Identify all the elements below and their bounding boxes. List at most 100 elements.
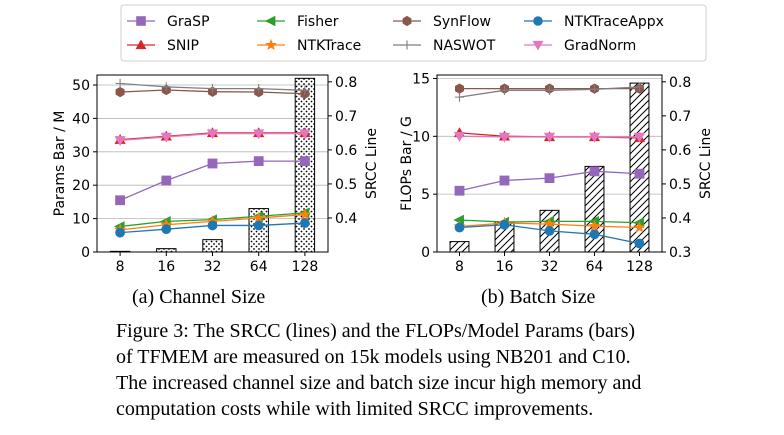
point-ntktrace — [298, 208, 311, 220]
legend-marker-naswot — [402, 40, 412, 50]
point-ntktrace — [252, 211, 265, 224]
legend-label-synflow: SynFlow — [433, 14, 491, 30]
y-tick-label-right: 0.7 — [669, 109, 691, 125]
point-ntktraceappx — [299, 218, 310, 228]
y-tick-label-right: 0.7 — [335, 109, 357, 125]
x-tick-label: 8 — [116, 259, 125, 275]
y-tick-label-left: 5 — [421, 187, 430, 203]
point-grasp — [115, 195, 125, 206]
y-tick-label-right: 0.3 — [669, 245, 691, 261]
legend-marker-fisher — [264, 15, 276, 27]
point-grasp — [544, 173, 555, 184]
y-tick-label-left: 50 — [72, 78, 90, 94]
figure-caption: Figure 3: The SRCC (lines) and the FLOPs… — [116, 318, 784, 422]
x-tick-label: 64 — [586, 259, 604, 275]
y-tick-label-left: 10 — [412, 129, 430, 145]
legend-marker-snip — [135, 39, 147, 50]
caption-line: computation costs while with limited SRC… — [116, 398, 594, 420]
point-gradnorm — [299, 129, 311, 140]
subcaption-b: (b) Batch Size — [481, 286, 596, 308]
caption-line: Figure 3: The SRCC (lines) and the FLOPs… — [116, 320, 636, 342]
point-ntktraceappx — [589, 229, 600, 240]
y-tick-label-right: 0.6 — [669, 143, 691, 159]
y-tick-label-left: 10 — [72, 212, 90, 228]
y-tick-label-left: 0 — [421, 245, 430, 261]
legend-marker-grasp — [136, 16, 146, 26]
point-ntktrace — [588, 219, 601, 232]
point-ntktraceappx — [544, 225, 555, 236]
y-tick-label-left: 30 — [72, 145, 90, 161]
panel-b-chart: 8 16 32 64 128 0 5 10 15 0.3 0.4 0.5 0.6 0.7 0.8 FLOPs … — [399, 71, 714, 275]
x-tick-label: 8 — [455, 259, 464, 275]
point-ntktraceappx — [634, 238, 645, 249]
point-grasp — [499, 175, 510, 186]
y-tick-label-right: 0.8 — [669, 75, 691, 91]
point-naswot — [499, 85, 510, 95]
legend-marker-ntktrace — [265, 38, 277, 51]
point-gradnorm — [633, 132, 646, 143]
x-tick-label: 128 — [626, 259, 653, 275]
x-tick-label: 64 — [250, 259, 268, 275]
panel-a-chart: 8 16 32 64 128 0 10 20 30 40 50 0.4 0.5 0.6 0.7 0.8 Para… — [52, 74, 380, 275]
y-tick-label-right: 0.8 — [335, 75, 357, 91]
y-tick-label-right: 0.4 — [669, 211, 691, 227]
point-ntktraceappx — [207, 220, 218, 231]
point-naswot — [207, 84, 218, 94]
point-gradnorm — [206, 129, 219, 140]
y-axis-label-left: FLOPs Bar / G — [399, 116, 415, 211]
point-grasp — [589, 166, 600, 177]
caption-line: The increased channel size and batch siz… — [116, 372, 642, 394]
point-naswot — [544, 85, 555, 95]
y-axis-label-left: Params Bar / M — [52, 111, 68, 217]
y-tick-label-right: 0.4 — [335, 211, 357, 227]
bar — [156, 248, 177, 253]
legend-label-grasp: GraSP — [167, 14, 210, 30]
point-ntktrace — [633, 221, 646, 233]
point-grasp — [253, 156, 264, 167]
y-tick-label-left: 0 — [81, 245, 90, 261]
y-tick-label-left: 15 — [412, 71, 430, 87]
point-naswot — [634, 82, 645, 92]
x-tick-label: 16 — [157, 259, 175, 275]
point-naswot — [115, 78, 125, 89]
legend-label-ntktraceappx: NTKTraceAppx — [564, 14, 664, 30]
x-tick-label: 16 — [496, 259, 514, 275]
y-tick-label-right: 0.5 — [335, 177, 357, 193]
y-tick-label-right: 0.5 — [669, 177, 691, 193]
legend-marker-synflow — [402, 15, 412, 27]
legend-label-gradnorm: GradNorm — [564, 38, 636, 54]
y-axis-label-right: SRCC Line — [364, 128, 380, 199]
point-naswot — [161, 82, 171, 92]
point-synflow — [455, 83, 464, 94]
point-synflow — [115, 86, 125, 98]
point-naswot — [300, 85, 310, 95]
point-grasp — [207, 158, 218, 169]
point-ntktraceappx — [161, 224, 172, 235]
point-gradnorm — [160, 132, 172, 143]
bar — [449, 241, 470, 253]
point-naswot — [254, 84, 264, 94]
legend: GraSP Fisher SynFlow NTKTraceAppx SNIP NTKTra… — [120, 4, 707, 62]
point-ntktraceappx — [115, 227, 125, 238]
point-ntktraceappx — [499, 219, 510, 230]
point-gradnorm — [253, 129, 265, 140]
subcaption-a: (a) Channel Size — [132, 286, 266, 308]
y-tick-label-right: 0.6 — [335, 143, 357, 159]
legend-box — [120, 4, 707, 62]
point-gradnorm — [498, 132, 511, 143]
legend-label-ntktrace: NTKTrace — [297, 38, 361, 54]
caption-line: of TFMEM are measured on 15k models usin… — [116, 346, 631, 368]
y-axis-label-right: SRCC Line — [698, 128, 714, 199]
point-naswot — [589, 84, 600, 94]
point-naswot — [454, 92, 465, 102]
x-tick-label: 128 — [292, 259, 319, 275]
legend-label-naswot: NASWOT — [433, 38, 496, 54]
point-ntktraceappx — [253, 220, 264, 231]
x-tick-label: 32 — [541, 259, 559, 275]
legend-marker-gradnorm — [532, 40, 544, 51]
point-grasp — [299, 156, 310, 167]
point-gradnorm — [588, 132, 601, 143]
point-grasp — [634, 168, 645, 179]
